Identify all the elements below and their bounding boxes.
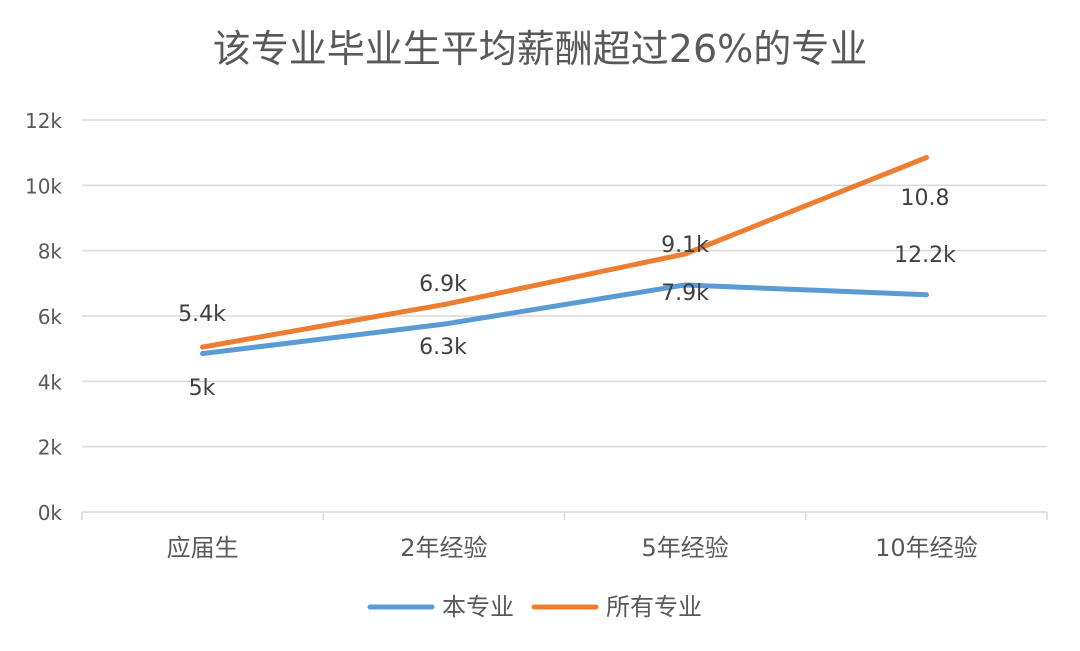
y-tick-label: 6k	[38, 305, 63, 329]
x-tick-label: 10年经验	[875, 534, 978, 562]
series-line-suoyouzhuanye	[200, 155, 929, 350]
data-labels: 5k 6.3k 7.9k 12.2k 5.4k 6.9k 9.1k 10.8	[178, 186, 956, 401]
legend: 本专业 所有专业	[367, 593, 702, 621]
y-tick-label: 10k	[25, 174, 62, 198]
data-label: 5.4k	[178, 302, 226, 327]
x-tick-label: 应届生	[167, 534, 239, 562]
gridlines	[82, 119, 1047, 513]
series-line-benzhuanye	[200, 282, 929, 357]
data-point	[923, 292, 929, 298]
x-tick-label: 5年经验	[641, 534, 728, 562]
data-point	[441, 321, 447, 327]
data-label: 6.3k	[419, 335, 467, 360]
legend-label: 本专业	[442, 593, 514, 621]
series-lines	[200, 155, 929, 357]
legend-label: 所有专业	[606, 593, 702, 621]
data-point	[682, 251, 688, 257]
data-point	[682, 282, 688, 288]
axes: 0k 2k 4k 6k 8k 10k 12k 应届生 2年经验 5年经验 10年经验	[25, 109, 1048, 562]
y-tick-label: 12k	[25, 109, 62, 133]
data-label: 12.2k	[894, 243, 956, 268]
data-point	[923, 155, 929, 161]
data-point	[200, 344, 206, 350]
data-point	[441, 302, 447, 308]
data-label: 7.9k	[661, 281, 709, 306]
data-label: 9.1k	[661, 233, 709, 258]
y-tick-label: 8k	[38, 240, 63, 264]
x-tick-label: 2年经验	[400, 534, 487, 562]
data-label: 5k	[189, 376, 216, 401]
y-tick-label: 4k	[38, 370, 63, 394]
data-label: 6.9k	[419, 272, 467, 297]
data-label: 10.8	[901, 186, 950, 211]
y-tick-label: 0k	[38, 501, 63, 525]
chart-title: 该专业毕业生平均薪酬超过26%的专业	[213, 27, 867, 71]
y-tick-label: 2k	[38, 436, 63, 460]
data-point	[200, 351, 206, 357]
